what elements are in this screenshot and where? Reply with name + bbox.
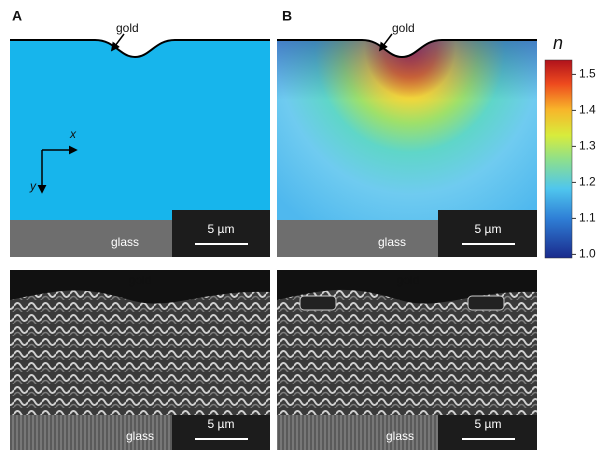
panel-label: B (282, 8, 292, 24)
scale-bar-label: 5 µm (208, 222, 235, 236)
colorbar: n 1.0 1.1 1.2 1.3 1.4 1.5 (545, 33, 596, 261)
figure: A gold glass 5 µm x y B gold glass 5 µm … (0, 0, 597, 450)
scale-bar-label: 5 µm (475, 417, 502, 431)
tick-label: 1.3 (579, 139, 596, 153)
tick-label: 1.2 (579, 175, 596, 189)
panel-a: A gold glass 5 µm x y (10, 8, 270, 257)
scale-bar-label: 5 µm (475, 222, 502, 236)
tick-label: 1.0 (579, 247, 596, 261)
tick-label: 1.5 (579, 67, 596, 81)
gold-label: gold (397, 273, 420, 287)
sem-panel: gold glass 5 µm (10, 270, 270, 450)
axis-label: x (69, 127, 77, 141)
gold-label: gold (392, 21, 415, 35)
axis-label: y (29, 179, 37, 193)
glass-label: glass (126, 429, 154, 443)
gold-label: gold (116, 21, 139, 35)
colorbar-label: n (553, 33, 563, 53)
glass-label: glass (386, 429, 414, 443)
tick-label: 1.1 (579, 211, 596, 225)
sem-panel: gold glass 5 µm (277, 270, 537, 450)
panel-label: A (12, 8, 22, 24)
glass-label: glass (111, 235, 139, 249)
gold-label: gold (129, 273, 152, 287)
tick-label: 1.4 (579, 103, 596, 117)
glass-label: glass (378, 235, 406, 249)
panel-b: B gold glass 5 µm (277, 8, 537, 257)
scale-bar-label: 5 µm (208, 417, 235, 431)
